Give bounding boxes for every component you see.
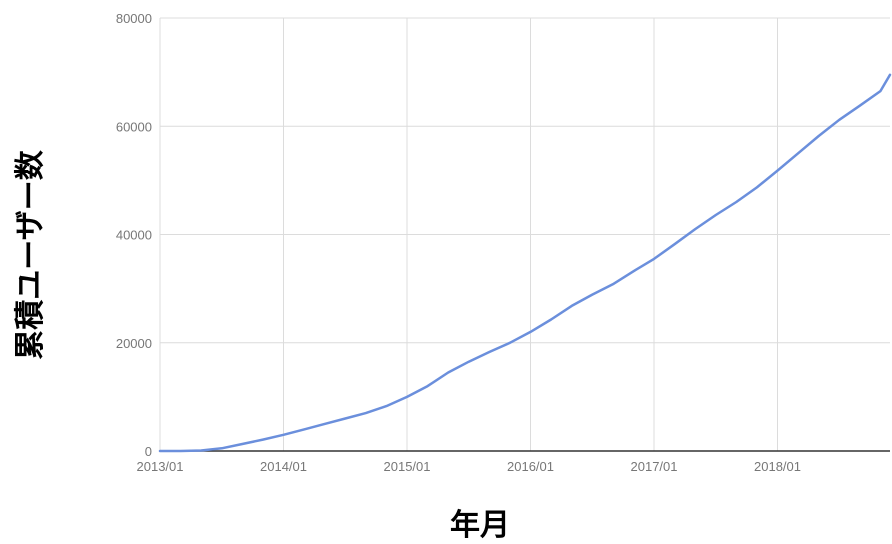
x-tick-label: 2014/01 — [260, 459, 307, 474]
x-tick-label: 2018/01 — [754, 459, 801, 474]
y-axis-ticks: 0 20000 40000 60000 80000 — [116, 11, 152, 459]
x-axis-ticks: 2013/01 2014/01 2015/01 2016/01 2017/01 2018/… — [137, 459, 802, 474]
y-tick-label: 20000 — [116, 336, 152, 351]
x-tick-label: 2016/01 — [507, 459, 554, 474]
x-axis-title: 年月 — [450, 508, 510, 543]
x-tick-label: 2015/01 — [384, 459, 431, 474]
x-tick-label: 2017/01 — [631, 459, 678, 474]
y-axis-title: 累積ユーザー数 — [13, 149, 48, 359]
y-tick-label: 0 — [145, 444, 152, 459]
series-line-cumulative-users — [158, 73, 892, 453]
y-tick-label: 40000 — [116, 228, 152, 243]
y-tick-label: 80000 — [116, 11, 152, 26]
y-tick-label: 60000 — [116, 119, 152, 134]
gridlines — [159, 17, 890, 451]
x-tick-label: 2013/01 — [137, 459, 184, 474]
